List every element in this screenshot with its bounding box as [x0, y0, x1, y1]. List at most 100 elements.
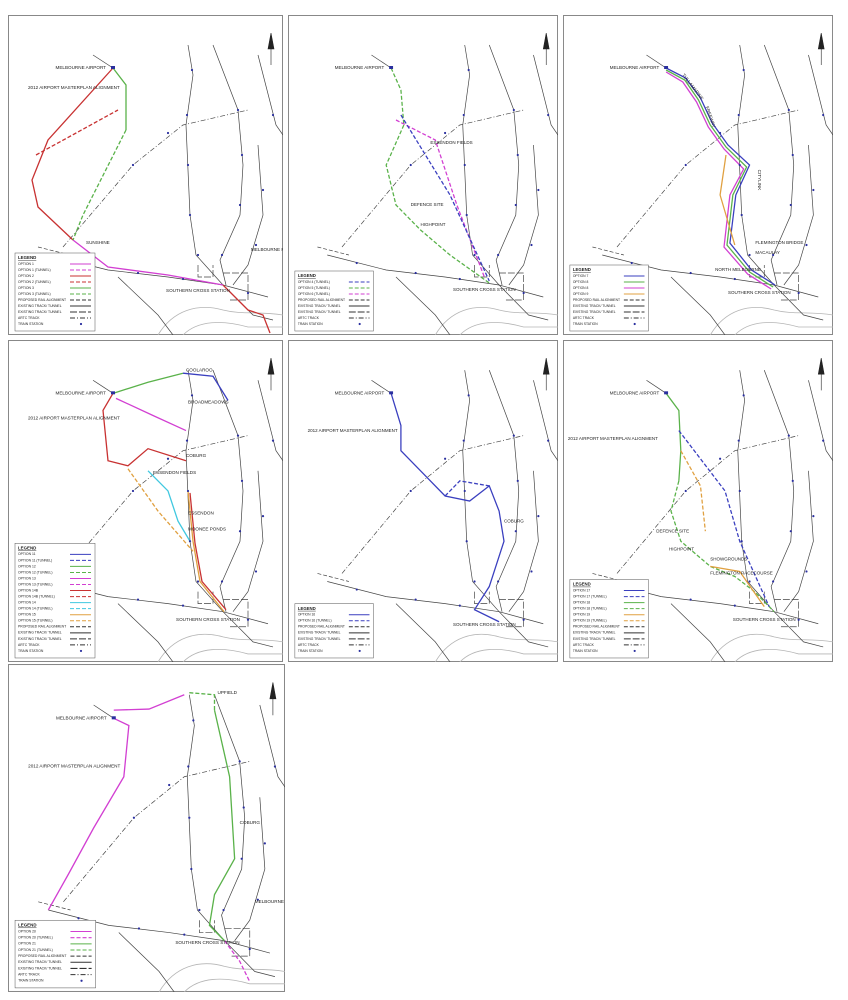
station [797, 291, 800, 295]
place-label: ESSENDON FIELDS [153, 470, 196, 475]
station [473, 580, 476, 583]
route-option [222, 284, 271, 334]
station [465, 213, 468, 217]
route-option [113, 694, 185, 711]
station [409, 163, 412, 167]
coastline [157, 307, 283, 335]
station [748, 580, 751, 583]
legend-title: LEGEND [573, 267, 591, 272]
coastline [459, 322, 558, 335]
place-label: HIGHPOINT [421, 222, 446, 227]
coastline [459, 649, 558, 662]
legend-label: TRAIN STATION [18, 649, 44, 653]
legend-label: OPTION 19 (TUNNEL) [573, 619, 607, 623]
existing-track [199, 920, 215, 933]
legend-label: EXISTING TRACK/ TUNNEL [573, 304, 616, 308]
station [190, 867, 193, 871]
station [514, 203, 517, 207]
coastline [157, 633, 283, 662]
legend-label: OPTION 3 [18, 286, 34, 290]
legend-swatch [80, 979, 83, 982]
legend-label: EXISTING TRACK/ TUNNEL [18, 960, 62, 964]
existing-track [646, 54, 667, 69]
airport-marker [664, 391, 669, 395]
legend-label: OPTION 16 (TUNNEL) [298, 619, 332, 623]
map-panel: MELBOURNE AIRPORT 2012 AIRPORT MASTERPLAN… [288, 340, 558, 662]
legend: LEGEND OPTION 4 (TUNNEL) OPTION 5 (TUNNEL)… [294, 270, 374, 332]
station [789, 530, 792, 533]
legend-label: OPTION 21 (TUNNEL) [18, 948, 53, 952]
legend-label: OPTION 21 [18, 942, 36, 946]
existing-track [371, 54, 392, 69]
place-label: BROADMEADOWS [188, 400, 229, 405]
legend-label: OPTION 15 [18, 613, 36, 617]
legend-title: LEGEND [18, 255, 36, 260]
existing-track [498, 284, 549, 321]
map-panel: MELBOURNE AIRPORT UPFIELD 2012 AIRPORT MAS… [8, 664, 285, 992]
station [355, 588, 358, 591]
station [261, 188, 265, 192]
place-label: 2012 AIRPORT MASTERPLAN ALIGNMENT [28, 764, 120, 769]
existing-track [62, 109, 249, 248]
legend-label: OPTION 6 (TUNNEL) [298, 292, 330, 296]
place-label: MACAULAY [755, 250, 779, 255]
station [737, 439, 740, 442]
place-label: MELBOURNE AIRPORT [335, 391, 385, 396]
station [220, 580, 224, 583]
legend-label: OPTION 2 [18, 274, 34, 278]
station [805, 570, 808, 573]
legend-label: OPTION 9 [573, 292, 589, 296]
station [787, 108, 790, 112]
legend-label: ARTC TRACK [18, 643, 40, 647]
existing-track [808, 380, 833, 461]
place-label: SOUTHERN CROSS STATION [176, 617, 240, 622]
route-option [102, 392, 187, 467]
legend-swatch [358, 322, 361, 326]
station [254, 243, 258, 247]
station [196, 580, 200, 583]
legend-label: ARTC TRACK [18, 972, 40, 976]
existing-track [670, 276, 726, 335]
station [220, 253, 224, 257]
legend-label: OPTION 8 [573, 286, 589, 290]
station [248, 947, 251, 951]
existing-track [232, 470, 264, 612]
station [166, 457, 170, 460]
existing-track [533, 54, 558, 136]
legend-label: EXISTING TRACK/ TUNNEL [298, 631, 341, 635]
place-label: UPFIELD [218, 690, 238, 695]
legend-label: OPTION 14B (TUNNEL) [18, 594, 55, 598]
existing-track [763, 370, 795, 612]
coastline [709, 633, 833, 662]
station [183, 933, 186, 936]
legend-label: OPTION 7 [573, 274, 589, 278]
station [240, 153, 244, 157]
station [185, 439, 189, 442]
existing-track [197, 265, 214, 278]
station [181, 277, 185, 281]
station [791, 479, 794, 482]
legend-swatch [79, 649, 83, 653]
legend-label: OPTION 18 (TUNNEL) [573, 607, 607, 611]
north-arrow [267, 358, 275, 391]
route-option [112, 372, 184, 394]
route-option [115, 397, 187, 432]
station [772, 253, 775, 257]
station [414, 598, 417, 601]
existing-track [223, 599, 249, 628]
station [238, 530, 242, 533]
legend-label: OPTION 2 (TUNNEL) [18, 280, 51, 284]
legend-swatch [79, 322, 83, 326]
legend-label: OPTION 19 [573, 613, 590, 617]
existing-track [118, 932, 175, 992]
airport-marker [389, 66, 394, 69]
legend-label: PROPOSED RAIL ALIGNMENT [18, 625, 66, 629]
map-panel: MELBOURNE AIRPORTTULLAMARINEFREEWAYCITYL… [563, 15, 833, 335]
route-option [719, 154, 736, 246]
station [409, 489, 412, 493]
station [463, 489, 466, 493]
station [516, 479, 519, 482]
station [791, 153, 794, 157]
map-panel: MELBOURNE AIRPORT 2012 AIRPORT MASTERPLAN… [563, 340, 833, 662]
